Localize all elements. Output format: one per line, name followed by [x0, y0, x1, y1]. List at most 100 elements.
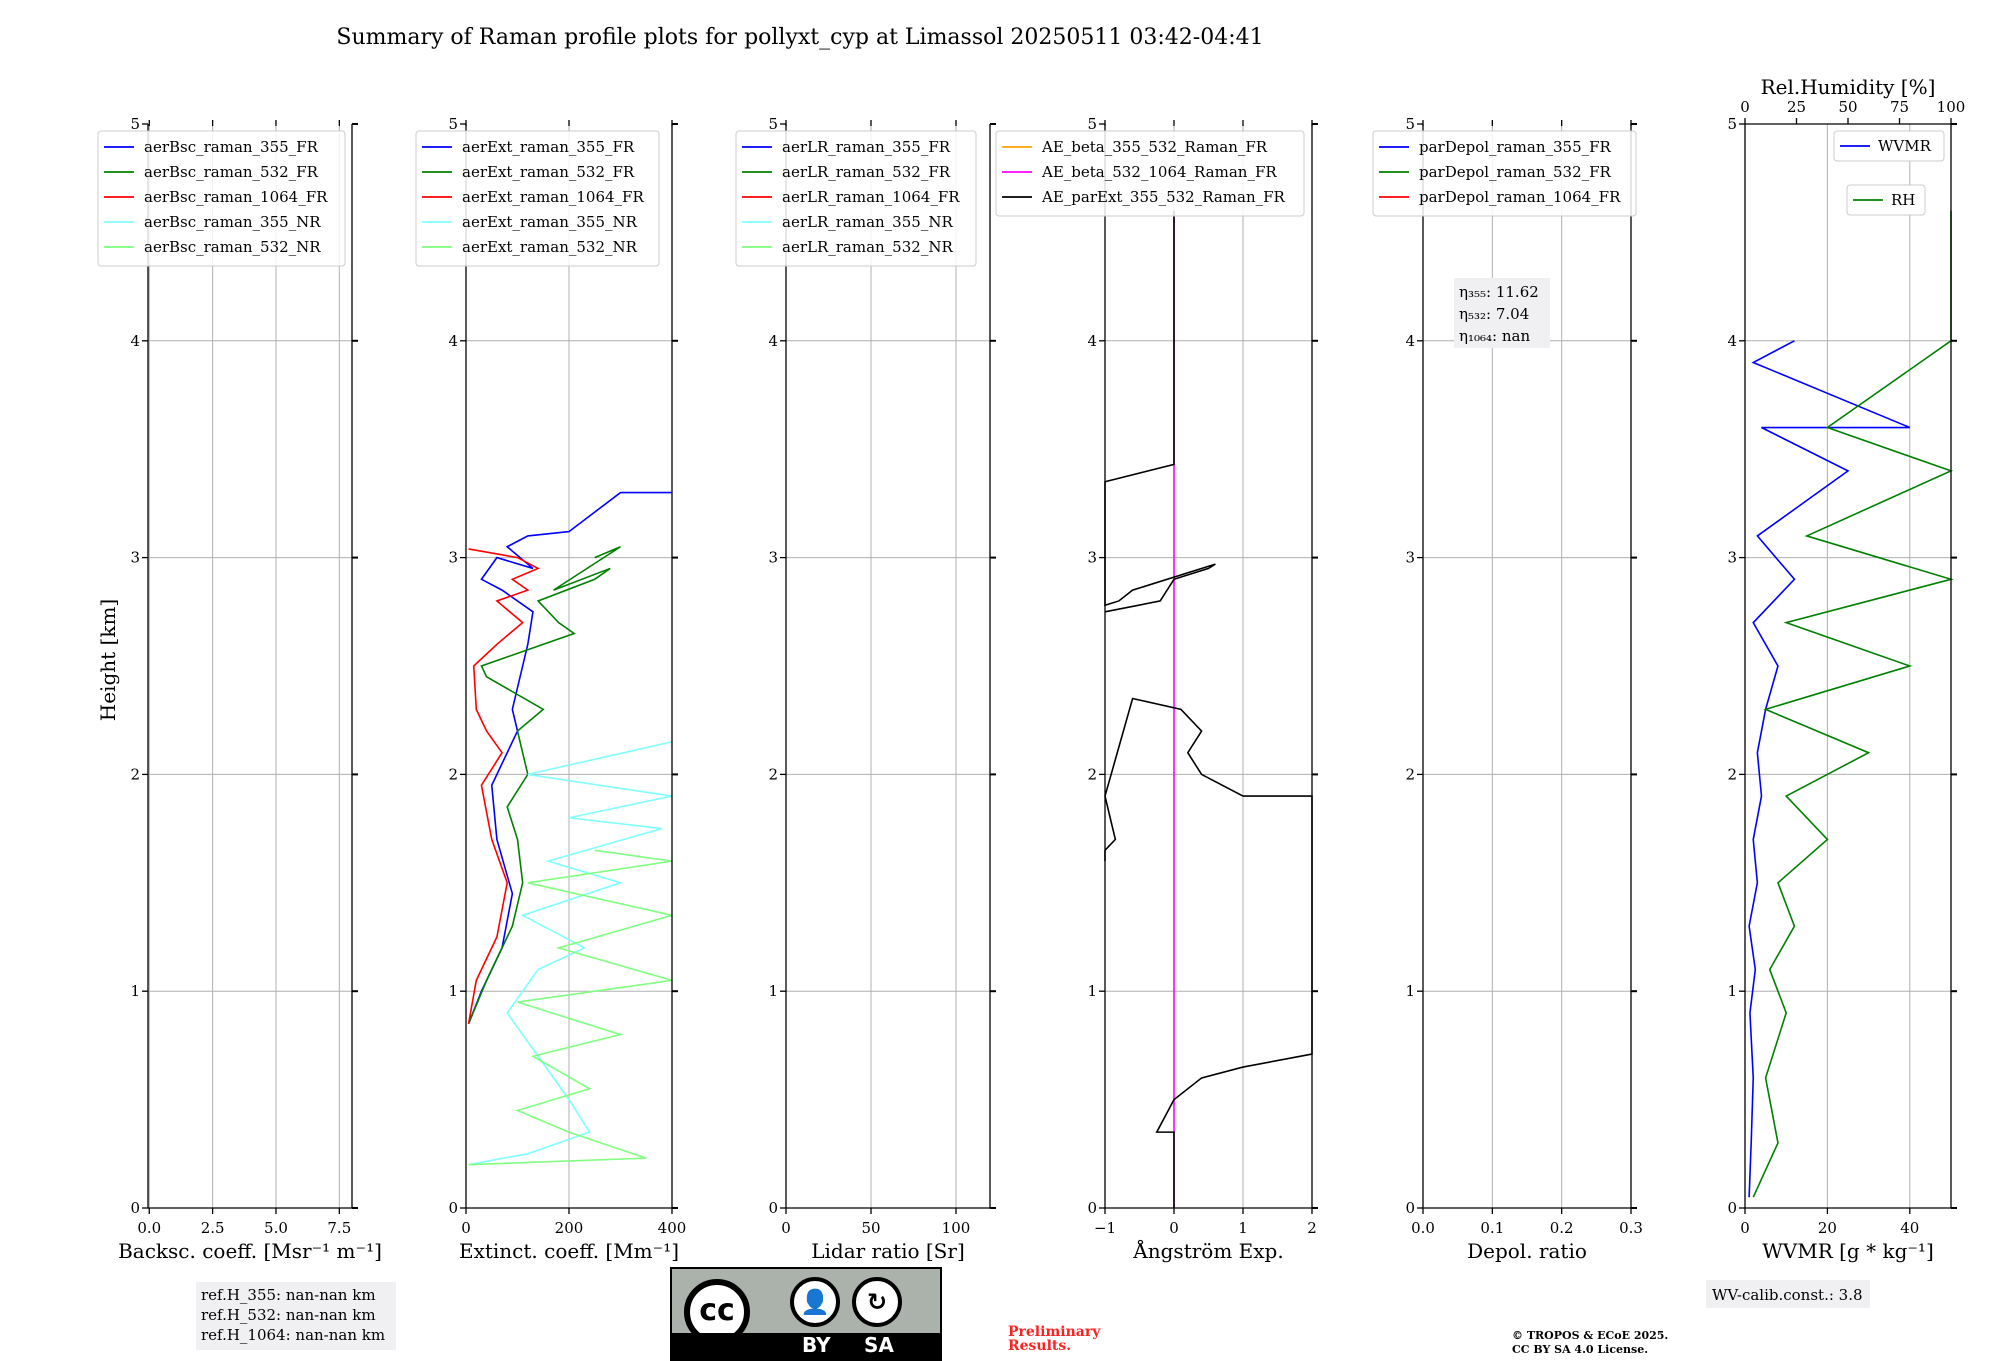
- x-tick-label: 200: [555, 1219, 584, 1237]
- legend-label: AE_parExt_355_532_Raman_FR: [1041, 188, 1286, 206]
- legend-label: aerBsc_raman_532_NR: [144, 238, 321, 256]
- legend-dep: parDepol_raman_355_FR parDepol_raman_532_…: [1372, 130, 1637, 217]
- y-tick-label: 3: [448, 549, 458, 567]
- y-tick-label: 0: [768, 1199, 778, 1217]
- y-tick-label: 3: [130, 549, 140, 567]
- series-aerExt_raman_355_FR: [467, 491, 672, 1025]
- legend-label: aerBsc_raman_1064_FR: [144, 188, 328, 206]
- x-axis-label: WVMR [g * kg⁻¹]: [1762, 1239, 1934, 1263]
- y-tick-label: 2: [1087, 765, 1097, 783]
- legend-bsc: aerBsc_raman_355_FR aerBsc_raman_532_FRae…: [97, 130, 346, 267]
- series-aerExt_raman_355_NR: [468, 741, 673, 1166]
- series-aerExt_raman_532_NR: [468, 849, 673, 1166]
- legend-label: aerExt_raman_355_NR: [462, 213, 638, 231]
- legend-label: aerBsc_raman_532_FR: [144, 163, 319, 181]
- legend-label: aerLR_raman_355_NR: [782, 213, 953, 231]
- y-tick-label: 0: [1727, 1199, 1737, 1217]
- top-axis-label: Rel.Humidity [%]: [1761, 75, 1936, 99]
- y-tick-label: 3: [1087, 549, 1097, 567]
- x-tick-label: 100: [942, 1219, 971, 1237]
- legend-label: aerExt_raman_1064_FR: [462, 188, 644, 206]
- legend-label: AE_beta_355_532_Raman_FR: [1041, 138, 1268, 156]
- refh-355: ref.H_355: nan-nan km: [201, 1286, 376, 1304]
- y-tick-label: 3: [1727, 549, 1737, 567]
- legend-frame: [1372, 130, 1637, 217]
- y-tick-label: 1: [130, 982, 140, 1000]
- y-tick-label: 2: [768, 765, 778, 783]
- legend-lr: aerLR_raman_355_FR aerLR_raman_532_FR aerL…: [735, 130, 977, 267]
- y-tick-label: 5: [1405, 115, 1415, 133]
- eta-1064: η₁₀₆₄: nan: [1459, 327, 1530, 345]
- x-tick-label: 50: [861, 1219, 880, 1237]
- x-tick-label: −1: [1094, 1219, 1116, 1237]
- y-tick-label: 0: [1405, 1199, 1415, 1217]
- legend-label: aerExt_raman_355_FR: [462, 138, 635, 156]
- legend-WVMR: WVMR: [1833, 130, 1945, 162]
- legend-label: parDepol_raman_532_FR: [1419, 163, 1612, 181]
- x-axis-label: Lidar ratio [Sr]: [811, 1239, 965, 1263]
- top-tick-label: 100: [1937, 98, 1966, 116]
- x-tick-label: 1: [1238, 1219, 1248, 1237]
- series-aerExt_raman_532_FR: [467, 546, 621, 1025]
- x-axis-label: Backsc. coeff. [Msr⁻¹ m⁻¹]: [118, 1239, 382, 1263]
- x-tick-label: 40: [1900, 1219, 1919, 1237]
- eta-355: η₃₅₅: 11.62: [1459, 283, 1539, 301]
- refh-1064: ref.H_1064: nan-nan km: [201, 1326, 385, 1344]
- refh-532: ref.H_532: nan-nan km: [201, 1306, 376, 1324]
- x-axis-label: Ångström Exp.: [1132, 1238, 1283, 1263]
- legend-label: WVMR: [1878, 137, 1932, 155]
- x-tick-label: 0.0: [1411, 1219, 1435, 1237]
- panel-dep: 0 1 2 3 4 5 0.0 0.1 0.2 0.3 Depol. ratio parDepol_r…: [1372, 115, 1643, 1263]
- refh-box: ref.H_355: nan-nan km ref.H_532: nan-nan…: [196, 1282, 396, 1350]
- legend-label: aerLR_raman_532_FR: [782, 163, 951, 181]
- sa-label: SA: [864, 1333, 894, 1357]
- y-tick-label: 5: [1087, 115, 1097, 133]
- wv-calib-box: WV-calib.const.: 3.8: [1706, 1280, 1870, 1308]
- wv-calib-text: WV-calib.const.: 3.8: [1712, 1286, 1863, 1304]
- series-WVMR: [1748, 340, 1911, 1198]
- cc-license-badge: cc 👤 ↻ BY SA: [670, 1267, 942, 1361]
- by-person-icon: 👤: [790, 1277, 840, 1327]
- x-tick-label: 20: [1818, 1219, 1837, 1237]
- legend-label: parDepol_raman_1064_FR: [1419, 188, 1621, 206]
- y-tick-label: 2: [1405, 765, 1415, 783]
- copyright-line1: © TROPOS & ECoE 2025.: [1512, 1329, 1668, 1342]
- y-axis-label: Height [km]: [96, 599, 120, 721]
- legend-label: aerLR_raman_1064_FR: [782, 188, 960, 206]
- y-tick-label: 1: [768, 982, 778, 1000]
- legend-ae: AE_beta_355_532_Raman_FR AE_beta_532_1064…: [995, 130, 1305, 217]
- legend-frame: [1833, 130, 1945, 162]
- preliminary-line2: Results.: [1008, 1338, 1071, 1354]
- series-RH_scaled_to_WVMR: [1752, 210, 1954, 1198]
- legend-label: aerLR_raman_355_FR: [782, 138, 951, 156]
- x-tick-label: 0: [1169, 1219, 1179, 1237]
- figure-title: Summary of Raman profile plots for polly…: [336, 25, 1263, 50]
- preliminary-line1: Preliminary: [1008, 1324, 1101, 1340]
- eta-box: η₃₅₅: 11.62 η₅₃₂: 7.04 η₁₀₆₄: nan: [1454, 278, 1550, 348]
- panel-ext: 0 1 2 3 4 5 0 200 400 Extinct. coeff. [Mm⁻¹] aerEx…: [415, 115, 686, 1263]
- y-tick-label: 5: [448, 115, 458, 133]
- legend-label: aerExt_raman_532_NR: [462, 238, 638, 256]
- legend-RH: RH: [1846, 184, 1926, 216]
- legend-label: aerBsc_raman_355_NR: [144, 213, 321, 231]
- x-tick-label: 0.0: [137, 1219, 161, 1237]
- series-aerExt_raman_1064_FR: [467, 548, 540, 1024]
- x-tick-label: 2: [1307, 1219, 1317, 1237]
- legend-label: RH: [1891, 191, 1915, 209]
- x-axis-label: Extinct. coeff. [Mm⁻¹]: [459, 1239, 679, 1263]
- series-AE_parExt_355_532_Raman_FR: [1104, 697, 1313, 1208]
- x-tick-label: 0.3: [1619, 1219, 1643, 1237]
- x-tick-label: 0: [461, 1219, 471, 1237]
- y-tick-label: 4: [448, 332, 458, 350]
- y-tick-label: 2: [448, 765, 458, 783]
- top-tick-label: 50: [1838, 98, 1857, 116]
- legend-label: aerLR_raman_532_NR: [782, 238, 953, 256]
- x-tick-label: 0: [1740, 1219, 1750, 1237]
- legend-frame: [1846, 184, 1926, 216]
- y-tick-label: 1: [1727, 982, 1737, 1000]
- legend-label: aerBsc_raman_355_FR: [144, 138, 319, 156]
- y-tick-label: 5: [1727, 115, 1737, 133]
